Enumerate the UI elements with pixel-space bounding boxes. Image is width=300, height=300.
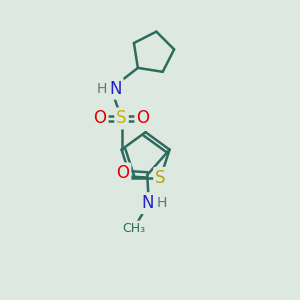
Text: CH₃: CH₃ bbox=[122, 222, 146, 235]
Text: N: N bbox=[141, 194, 154, 212]
Text: O: O bbox=[94, 110, 106, 128]
Text: N: N bbox=[109, 80, 122, 98]
Text: S: S bbox=[116, 110, 127, 128]
Text: H: H bbox=[157, 196, 167, 210]
Text: O: O bbox=[116, 164, 129, 182]
Text: H: H bbox=[97, 82, 107, 96]
Text: S: S bbox=[155, 169, 166, 187]
Text: O: O bbox=[136, 110, 149, 128]
